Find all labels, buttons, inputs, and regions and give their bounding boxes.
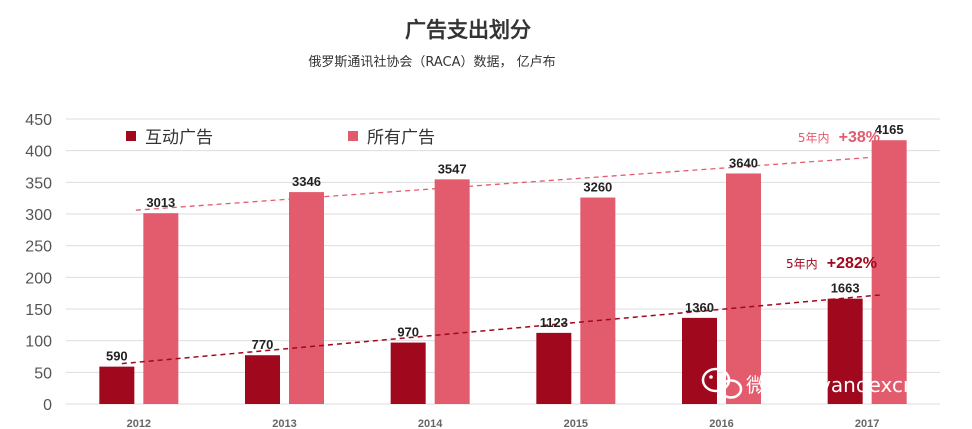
bar-interactive	[245, 355, 280, 404]
y-axis: 0 50 100 150 200 250 300 350 400 450	[25, 112, 52, 414]
bar-all	[580, 197, 616, 404]
wechat-icon	[701, 367, 743, 399]
y-tick-label: 250	[25, 239, 52, 256]
grid	[66, 118, 940, 405]
data-label-all: 3547	[438, 161, 467, 176]
annotation-all-growth: 5年内 +38%	[798, 127, 880, 146]
data-label-interactive: 590	[106, 349, 128, 364]
x-tick-label: 2012	[127, 418, 151, 429]
trend-lines	[121, 156, 884, 365]
x-axis: 2012 2013 2014 2015 2016 2017	[127, 418, 880, 429]
bar-all	[871, 140, 907, 404]
data-label-all: 4165	[875, 122, 904, 137]
bar-interactive	[390, 342, 426, 404]
annotation-all-value: +38%	[839, 129, 880, 146]
bar-all	[143, 213, 179, 404]
x-tick-label: 2016	[709, 418, 733, 429]
bar-interactive	[536, 332, 572, 404]
legend-swatch-interactive	[126, 131, 136, 141]
data-label-interactive: 770	[252, 337, 274, 352]
y-tick-label: 100	[25, 334, 52, 351]
data-label-interactive: 970	[397, 325, 419, 340]
bars	[99, 140, 907, 404]
y-tick-label: 450	[25, 112, 52, 129]
watermark-text: 微信号: yandexcn	[746, 373, 916, 397]
trend-line-interactive	[121, 293, 884, 365]
data-label-interactive: 1663	[831, 281, 860, 296]
y-tick-label: 0	[43, 397, 52, 414]
data-label-all: 3260	[583, 180, 612, 195]
y-tick-label: 350	[25, 175, 52, 192]
legend-swatch-all	[348, 131, 358, 141]
data-label-interactive: 1360	[685, 300, 714, 315]
bar-all	[434, 179, 470, 404]
annotation-interactive-prefix: 5年内	[786, 257, 818, 271]
legend-label-interactive: 互动广告	[145, 128, 213, 148]
x-tick-label: 2015	[564, 418, 588, 429]
bar-interactive	[99, 366, 135, 404]
legend-label-all: 所有广告	[367, 128, 435, 148]
annotation-interactive-value: +282%	[827, 255, 877, 272]
svg-text:5年内 +282%: 5年内 +282%	[786, 253, 877, 272]
data-label-all: 3013	[146, 195, 175, 210]
bar-all	[726, 173, 761, 404]
data-labels: 590 3013 770 3346 970 3547 1123 3260 1360 3640 166…	[106, 122, 904, 363]
legend: 互动广告 所有广告	[126, 128, 435, 148]
x-tick-label: 2014	[418, 418, 443, 429]
annotation-all-prefix: 5年内	[798, 131, 830, 145]
annotation-interactive-growth: 5年内 +282%	[786, 253, 877, 272]
data-label-all: 3346	[292, 174, 321, 189]
y-tick-label: 400	[25, 144, 52, 161]
watermark: 微信号: yandexcn	[701, 367, 916, 399]
x-tick-label: 2013	[272, 418, 296, 429]
bar-all	[289, 192, 324, 404]
svg-text:5年内 +38%: 5年内 +38%	[798, 127, 880, 146]
y-tick-label: 150	[25, 302, 52, 319]
chart-subtitle: 俄罗斯通讯社协会（RACA）数据， 亿卢布	[308, 54, 555, 70]
trend-line-all	[135, 156, 875, 211]
y-tick-label: 300	[25, 207, 52, 224]
chart-title: 广告支出划分	[405, 18, 531, 42]
data-label-all: 3640	[729, 155, 758, 170]
y-tick-label: 50	[34, 365, 52, 382]
data-label-interactive: 1123	[540, 315, 568, 330]
x-tick-label: 2017	[855, 418, 879, 429]
bar-interactive	[827, 298, 863, 404]
y-tick-label: 200	[25, 270, 52, 287]
